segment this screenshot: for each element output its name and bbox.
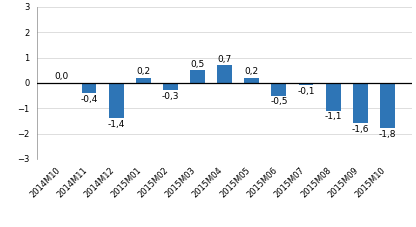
Bar <box>299 83 314 85</box>
Text: 0,0: 0,0 <box>55 72 69 81</box>
Text: -1,1: -1,1 <box>324 112 342 121</box>
Bar <box>163 83 178 91</box>
Text: -0,5: -0,5 <box>270 97 287 106</box>
Text: 0,2: 0,2 <box>245 67 259 76</box>
Bar <box>190 70 205 83</box>
Bar <box>217 65 232 83</box>
Bar <box>271 83 286 96</box>
Bar <box>244 78 259 83</box>
Text: -1,6: -1,6 <box>352 125 369 134</box>
Text: -1,4: -1,4 <box>107 120 125 129</box>
Text: -0,4: -0,4 <box>80 94 98 104</box>
Bar <box>326 83 341 111</box>
Bar <box>353 83 368 123</box>
Text: 0,5: 0,5 <box>191 60 205 69</box>
Bar <box>136 78 151 83</box>
Text: -1,8: -1,8 <box>379 130 396 139</box>
Bar <box>109 83 124 118</box>
Bar <box>82 83 97 93</box>
Text: 0,2: 0,2 <box>136 67 150 76</box>
Bar <box>380 83 395 128</box>
Text: -0,3: -0,3 <box>162 92 179 101</box>
Text: -0,1: -0,1 <box>297 87 315 96</box>
Text: 0,7: 0,7 <box>218 54 232 64</box>
